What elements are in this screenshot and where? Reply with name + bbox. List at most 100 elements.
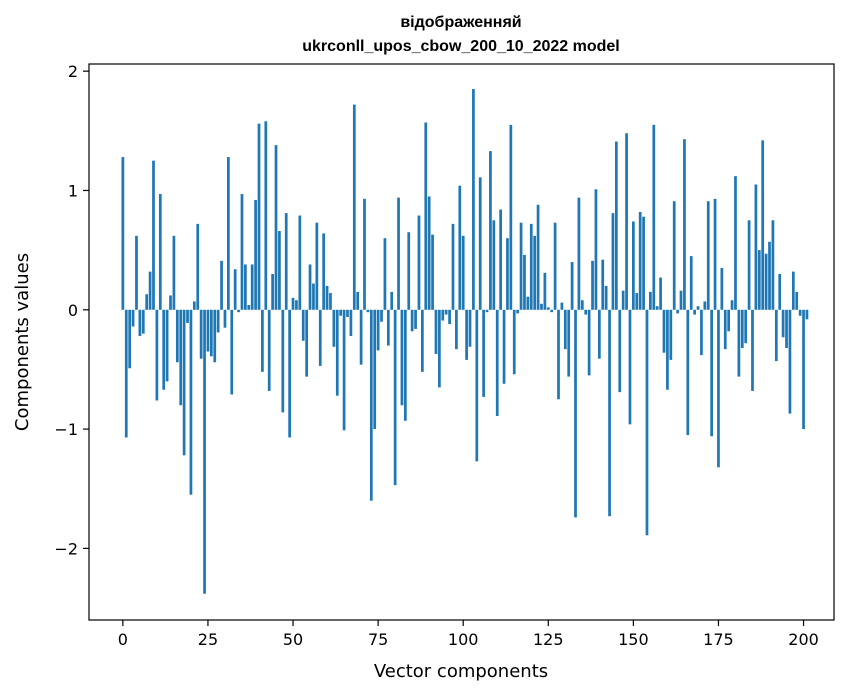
bar-102 xyxy=(468,309,472,347)
bar-29 xyxy=(220,260,223,310)
bar-7 xyxy=(145,294,149,310)
bar-167 xyxy=(689,256,693,310)
bar-116 xyxy=(516,309,520,314)
bar-133 xyxy=(574,309,577,518)
bar-51 xyxy=(295,300,298,310)
bar-84 xyxy=(407,232,411,310)
bar-15 xyxy=(172,235,176,310)
bar-148 xyxy=(625,133,628,310)
bar-16 xyxy=(175,309,179,363)
bar-105 xyxy=(478,177,482,310)
bar-163 xyxy=(676,309,679,314)
bar-142 xyxy=(604,285,608,310)
bar-190 xyxy=(768,241,771,310)
bar-18 xyxy=(182,309,186,456)
bar-90 xyxy=(427,196,431,310)
bar-97 xyxy=(451,223,455,310)
bar-52 xyxy=(298,215,302,310)
bar-137 xyxy=(587,309,591,376)
bar-76 xyxy=(380,309,383,322)
bar-44 xyxy=(271,273,274,310)
bar-187 xyxy=(757,250,761,310)
bar-68 xyxy=(352,104,356,310)
y-tick-label-0: −2 xyxy=(54,539,78,558)
bar-176 xyxy=(720,268,724,310)
bar-57 xyxy=(315,222,319,310)
bar-39 xyxy=(254,200,257,310)
bar-27 xyxy=(213,309,217,363)
bar-48 xyxy=(284,213,288,310)
bar-177 xyxy=(723,309,727,350)
bar-86 xyxy=(414,309,417,329)
bar-179 xyxy=(730,300,734,310)
bar-141 xyxy=(601,259,605,310)
bar-112 xyxy=(502,309,506,384)
bar-64 xyxy=(339,309,343,316)
bar-8 xyxy=(148,271,152,310)
bar-96 xyxy=(448,309,451,325)
bar-197 xyxy=(791,271,795,310)
bar-24 xyxy=(203,309,206,594)
bar-33 xyxy=(233,269,237,310)
bar-192 xyxy=(774,309,778,362)
bar-136 xyxy=(584,309,588,315)
x-tick-label-8: 200 xyxy=(788,630,819,649)
bar-180 xyxy=(734,176,737,310)
bar-130 xyxy=(563,309,567,350)
bar-153 xyxy=(642,216,645,310)
bar-183 xyxy=(744,309,748,344)
bar-186 xyxy=(754,184,758,310)
bar-80 xyxy=(393,309,397,486)
bar-34 xyxy=(237,309,240,313)
bar-115 xyxy=(512,309,516,375)
bar-89 xyxy=(424,122,428,310)
bar-150 xyxy=(632,221,635,310)
bar-65 xyxy=(342,309,346,431)
bar-138 xyxy=(591,260,594,310)
bar-168 xyxy=(693,309,696,315)
bar-94 xyxy=(441,309,445,321)
bar-121 xyxy=(533,235,537,310)
bar-113 xyxy=(506,238,509,310)
bar-82 xyxy=(400,309,404,406)
bar-93 xyxy=(438,309,441,388)
bar-74 xyxy=(373,309,377,430)
y-axis-ticks: −2 −1 0 1 2 xyxy=(54,62,89,558)
bar-12 xyxy=(162,309,166,390)
x-tick-label-7: 175 xyxy=(703,630,734,649)
bar-85 xyxy=(410,309,414,332)
bar-59 xyxy=(322,233,326,310)
bar-175 xyxy=(717,309,720,468)
bar-0 xyxy=(121,157,125,310)
bar-54 xyxy=(305,309,309,377)
bar-128 xyxy=(557,309,560,400)
bar-171 xyxy=(703,301,707,310)
bar-111 xyxy=(499,209,503,310)
bar-118 xyxy=(523,254,526,310)
bar-99 xyxy=(458,185,462,310)
bar-151 xyxy=(635,293,639,310)
y-tick-label-4: 2 xyxy=(68,62,78,81)
bar-157 xyxy=(655,306,659,310)
bar-173 xyxy=(710,309,714,437)
y-tick-label-3: 1 xyxy=(68,181,78,200)
bar-6 xyxy=(141,309,145,334)
bar-147 xyxy=(621,290,625,310)
bar-36 xyxy=(244,264,247,310)
bar-140 xyxy=(597,309,601,359)
bar-50 xyxy=(291,297,295,310)
bar-25 xyxy=(206,309,210,352)
bar-125 xyxy=(546,307,550,310)
bar-40 xyxy=(257,123,261,310)
bar-45 xyxy=(274,145,278,310)
bar-184 xyxy=(747,220,751,310)
bar-126 xyxy=(550,309,554,313)
bar-87 xyxy=(417,215,421,310)
x-tick-label-1: 25 xyxy=(198,630,218,649)
bar-160 xyxy=(666,309,669,390)
bar-71 xyxy=(363,198,366,310)
bar-178 xyxy=(727,309,731,332)
bar-158 xyxy=(659,277,662,310)
bar-95 xyxy=(444,309,448,315)
